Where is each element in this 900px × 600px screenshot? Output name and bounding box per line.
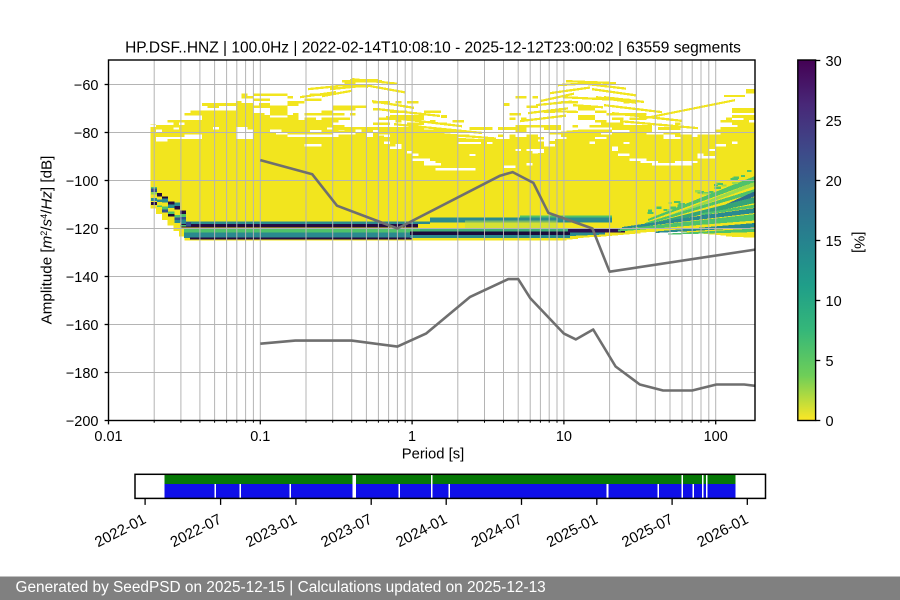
svg-text:20: 20 bbox=[826, 174, 842, 190]
svg-text:−180: −180 bbox=[66, 366, 99, 382]
svg-text:0: 0 bbox=[826, 414, 834, 430]
svg-text:0.1: 0.1 bbox=[250, 429, 270, 445]
svg-text:−60: −60 bbox=[74, 78, 99, 94]
svg-text:Amplitude [m2/s4/Hz] [dB]: Amplitude [m2/s4/Hz] [dB] bbox=[39, 156, 56, 325]
svg-text:−100: −100 bbox=[66, 174, 99, 190]
svg-text:1: 1 bbox=[408, 429, 416, 445]
svg-text:−140: −140 bbox=[66, 270, 99, 286]
svg-text:−120: −120 bbox=[66, 222, 99, 238]
svg-text:−160: −160 bbox=[66, 318, 99, 334]
svg-text:5: 5 bbox=[826, 354, 834, 370]
svg-text:10: 10 bbox=[556, 429, 572, 445]
svg-text:HP.DSF..HNZ | 100.0Hz | 2022-0: HP.DSF..HNZ | 100.0Hz | 2022-02-14T10:08… bbox=[125, 40, 741, 57]
svg-text:15: 15 bbox=[826, 234, 842, 250]
svg-text:Period [s]: Period [s] bbox=[402, 447, 465, 463]
svg-text:[%]: [%] bbox=[850, 232, 866, 253]
svg-text:10: 10 bbox=[826, 294, 842, 310]
svg-text:−200: −200 bbox=[66, 414, 99, 430]
svg-text:30: 30 bbox=[826, 54, 842, 70]
svg-text:Generated by SeedPSD on 2025-1: Generated by SeedPSD on 2025-12-15 | Cal… bbox=[16, 579, 546, 596]
svg-text:25: 25 bbox=[826, 114, 842, 130]
svg-text:100: 100 bbox=[704, 429, 728, 445]
svg-text:0.01: 0.01 bbox=[94, 429, 122, 445]
svg-text:−80: −80 bbox=[74, 126, 99, 142]
